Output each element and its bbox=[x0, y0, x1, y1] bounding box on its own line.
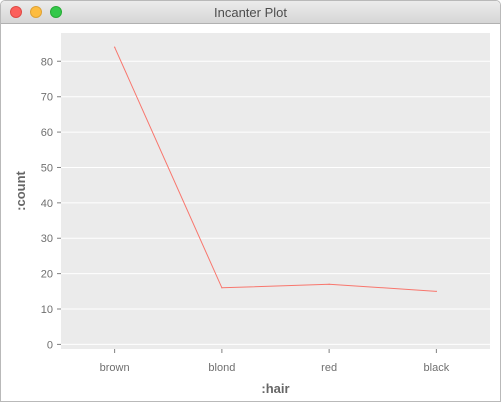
close-window-button[interactable] bbox=[10, 6, 22, 18]
y-tick-label: 40 bbox=[41, 198, 53, 210]
y-tick-label: 0 bbox=[47, 339, 53, 351]
x-tick-label: black bbox=[424, 362, 450, 374]
window-title: Incanter Plot bbox=[214, 5, 287, 20]
line-chart: 0 10 20 30 40 50 60 70 80 brown blond red black :ha… bbox=[13, 33, 490, 396]
data-point bbox=[435, 290, 437, 292]
data-point bbox=[221, 287, 223, 289]
x-tick-label: red bbox=[321, 362, 337, 374]
y-tick-label: 10 bbox=[41, 304, 53, 316]
y-tick-label: 80 bbox=[41, 56, 53, 68]
plot-area: 0 10 20 30 40 50 60 70 80 brown blond red black :ha… bbox=[1, 24, 500, 401]
x-axis-title: :hair bbox=[261, 381, 289, 396]
series-lines bbox=[114, 46, 437, 292]
y-axis-ticks: 0 10 20 30 40 50 60 70 80 bbox=[41, 56, 61, 351]
y-tick-label: 60 bbox=[41, 127, 53, 139]
x-axis-ticks: brown blond red black bbox=[100, 349, 450, 374]
data-point bbox=[328, 283, 330, 285]
title-bar[interactable]: Incanter Plot bbox=[1, 1, 500, 24]
series-line bbox=[114, 46, 437, 292]
x-tick-label: brown bbox=[100, 362, 130, 374]
y-tick-label: 70 bbox=[41, 92, 53, 104]
plot-panel bbox=[61, 33, 490, 349]
gridlines bbox=[61, 60, 490, 345]
y-tick-label: 20 bbox=[41, 269, 53, 281]
x-tick-label: blond bbox=[208, 362, 235, 374]
y-tick-label: 30 bbox=[41, 233, 53, 245]
data-point bbox=[114, 46, 116, 48]
zoom-window-button[interactable] bbox=[50, 6, 62, 18]
y-axis-title: :count bbox=[13, 170, 28, 210]
y-tick-label: 50 bbox=[41, 162, 53, 174]
minimize-window-button[interactable] bbox=[30, 6, 42, 18]
